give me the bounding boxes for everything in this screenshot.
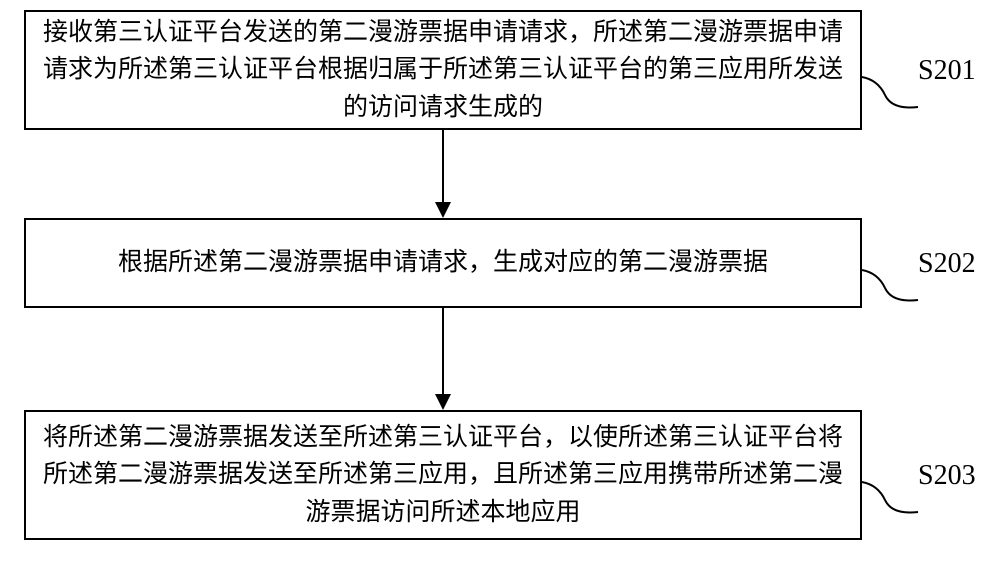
flow-step-3-connector xyxy=(860,480,920,520)
flow-step-1: 接收第三认证平台发送的第二漫游票据申请请求，所述第二漫游票据申请请求为所述第三认… xyxy=(24,10,862,130)
flow-step-3: 将所述第二漫游票据发送至所述第三认证平台，以使所述第三认证平台将所述第二漫游票据… xyxy=(24,410,862,540)
flow-step-1-label: S201 xyxy=(918,55,976,87)
flow-step-2-label: S202 xyxy=(918,248,976,280)
flow-step-3-text: 将所述第二漫游票据发送至所述第三认证平台，以使所述第三认证平台将所述第二漫游票据… xyxy=(42,419,844,532)
flow-step-2-connector xyxy=(860,268,920,308)
arrow-1-head xyxy=(435,202,451,218)
flow-step-3-label: S203 xyxy=(918,460,976,492)
flow-step-2: 根据所述第二漫游票据申请请求，生成对应的第二漫游票据 xyxy=(24,218,862,308)
arrow-1-line xyxy=(442,130,444,202)
flow-step-1-text: 接收第三认证平台发送的第二漫游票据申请请求，所述第二漫游票据申请请求为所述第三认… xyxy=(42,14,844,127)
flow-step-2-text: 根据所述第二漫游票据申请请求，生成对应的第二漫游票据 xyxy=(118,244,768,282)
arrow-2-line xyxy=(442,308,444,394)
arrow-2-head xyxy=(435,394,451,410)
flow-step-1-connector xyxy=(860,75,920,115)
